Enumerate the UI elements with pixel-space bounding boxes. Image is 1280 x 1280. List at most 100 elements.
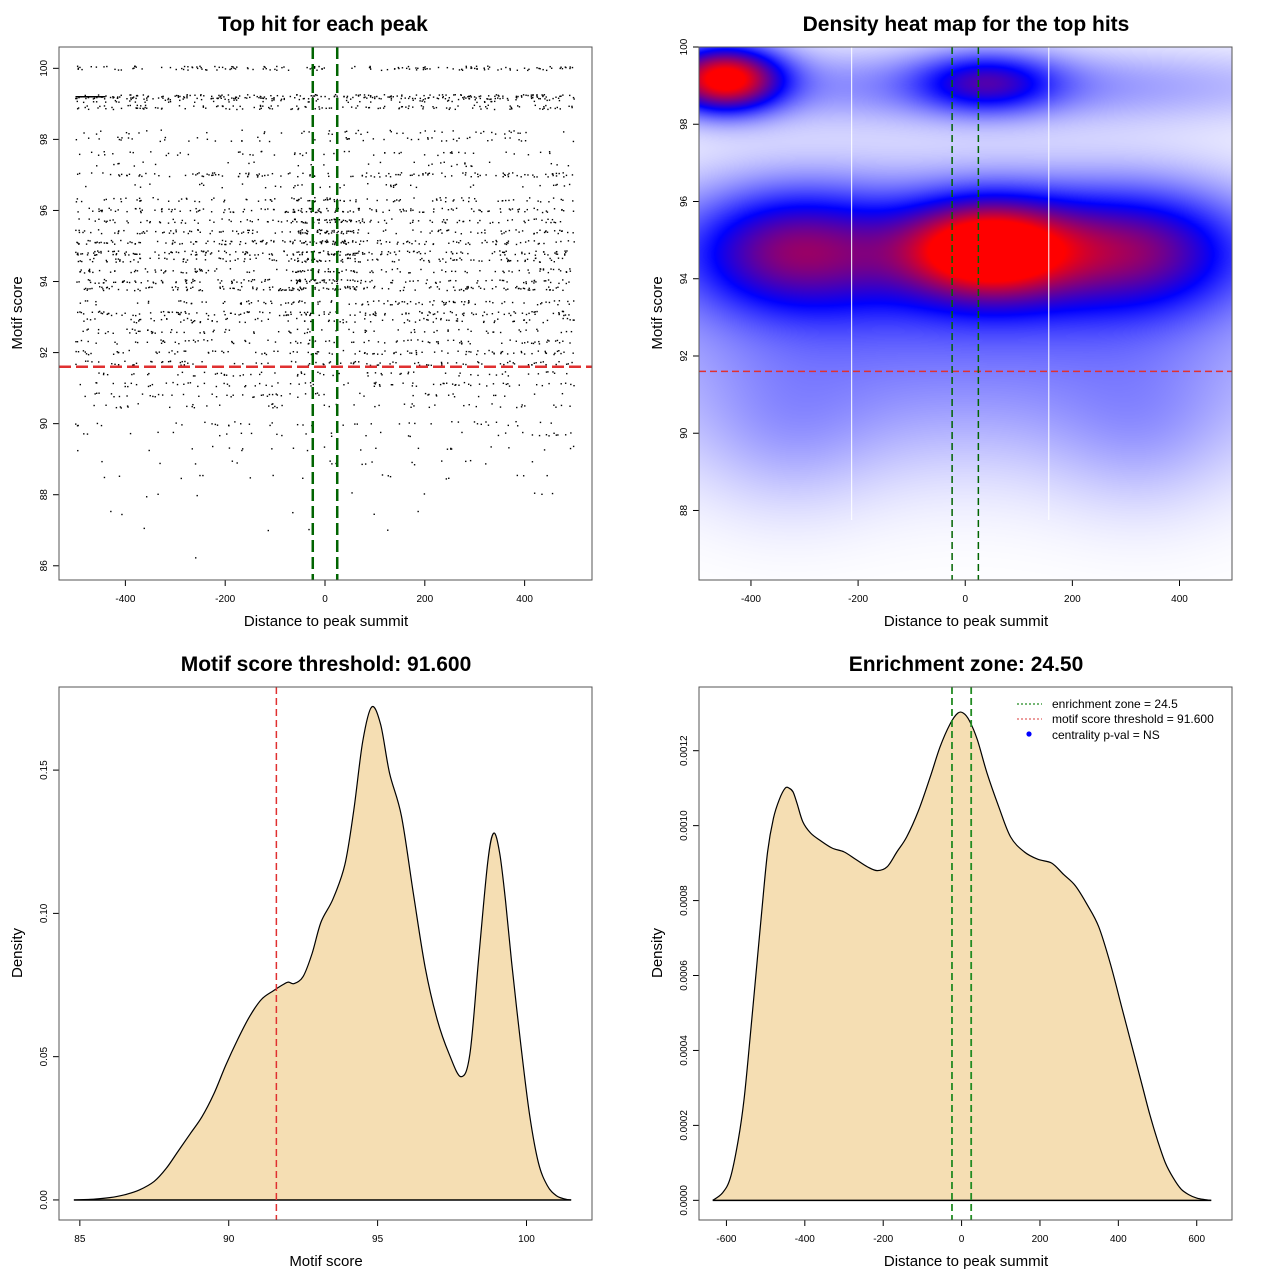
data-point	[352, 211, 355, 213]
data-point	[552, 97, 554, 100]
data-point	[468, 95, 471, 98]
data-point	[87, 340, 89, 343]
data-point	[342, 106, 344, 108]
data-point	[512, 362, 514, 364]
data-point	[116, 343, 118, 345]
data-point	[450, 251, 453, 253]
data-point	[424, 392, 427, 395]
data-point	[351, 241, 354, 243]
data-point	[269, 107, 271, 110]
data-point	[219, 434, 221, 437]
data-point	[539, 98, 541, 100]
data-point	[429, 341, 431, 344]
data-point	[100, 232, 103, 235]
data-point	[527, 269, 529, 271]
data-point	[107, 250, 110, 252]
data-point	[384, 152, 386, 154]
data-point	[316, 260, 318, 262]
data-point	[135, 314, 137, 317]
data-point	[80, 339, 83, 342]
data-point	[128, 173, 131, 175]
data-point	[274, 372, 276, 374]
data-point	[295, 340, 297, 343]
x-tick-label: 0	[959, 1234, 965, 1245]
data-point	[348, 150, 350, 153]
data-point	[494, 394, 497, 397]
data-point	[78, 229, 80, 232]
data-point	[199, 474, 201, 477]
data-point	[345, 232, 348, 234]
x-tick-label: 400	[1171, 594, 1188, 605]
plot-frame	[698, 46, 1233, 581]
data-point	[135, 66, 137, 68]
data-point	[185, 312, 187, 314]
data-point	[509, 259, 512, 262]
data-point	[242, 153, 244, 155]
data-point	[151, 331, 154, 333]
data-point	[438, 288, 441, 290]
data-point	[134, 243, 136, 245]
data-point	[204, 254, 207, 256]
data-point	[299, 270, 301, 272]
data-point	[223, 288, 225, 290]
y-tick-label: 0.05	[39, 1046, 50, 1066]
data-point	[247, 173, 250, 176]
data-point	[175, 251, 178, 253]
data-point	[507, 260, 509, 263]
data-point	[447, 99, 450, 102]
data-point	[441, 269, 443, 271]
data-point	[508, 199, 510, 202]
x-tick-label: -400	[795, 1234, 815, 1245]
data-point	[230, 312, 232, 314]
data-point	[439, 281, 441, 283]
data-point	[143, 108, 145, 110]
data-point	[383, 138, 385, 141]
data-point	[230, 280, 233, 283]
data-point	[331, 243, 334, 245]
data-point	[450, 448, 453, 450]
data-point	[473, 210, 475, 213]
data-point	[94, 318, 96, 320]
y-axis-label: Density	[649, 927, 666, 978]
data-point	[284, 289, 286, 291]
data-point	[376, 95, 378, 98]
data-point	[466, 271, 468, 274]
data-point	[546, 474, 548, 477]
data-point	[315, 242, 318, 244]
data-point	[341, 261, 344, 263]
data-point	[266, 242, 268, 244]
data-point	[487, 98, 489, 100]
data-point	[513, 130, 515, 132]
data-point	[76, 242, 79, 244]
data-point	[513, 153, 515, 155]
data-point	[264, 66, 266, 69]
data-point	[225, 328, 227, 331]
data-point	[289, 352, 291, 355]
data-point	[263, 96, 266, 98]
data-point	[301, 253, 303, 256]
data-point	[346, 95, 349, 98]
data-point	[139, 107, 141, 110]
data-point	[105, 95, 107, 97]
data-point	[556, 339, 559, 342]
data-point	[304, 393, 307, 395]
data-point	[249, 477, 252, 479]
data-point	[286, 220, 288, 222]
data-point	[201, 68, 203, 70]
data-point	[110, 239, 113, 242]
data-point	[132, 96, 135, 98]
data-point	[412, 219, 414, 222]
data-point	[439, 260, 441, 262]
data-point	[221, 243, 223, 246]
data-point	[398, 107, 400, 110]
data-point	[316, 282, 319, 284]
data-point	[249, 258, 251, 260]
data-point	[452, 209, 454, 211]
y-tick-label: 90	[679, 427, 690, 439]
data-point	[571, 105, 573, 108]
data-point	[354, 353, 356, 355]
data-point	[280, 395, 283, 397]
data-point	[329, 197, 331, 200]
data-point	[552, 184, 555, 187]
data-point	[304, 382, 307, 384]
